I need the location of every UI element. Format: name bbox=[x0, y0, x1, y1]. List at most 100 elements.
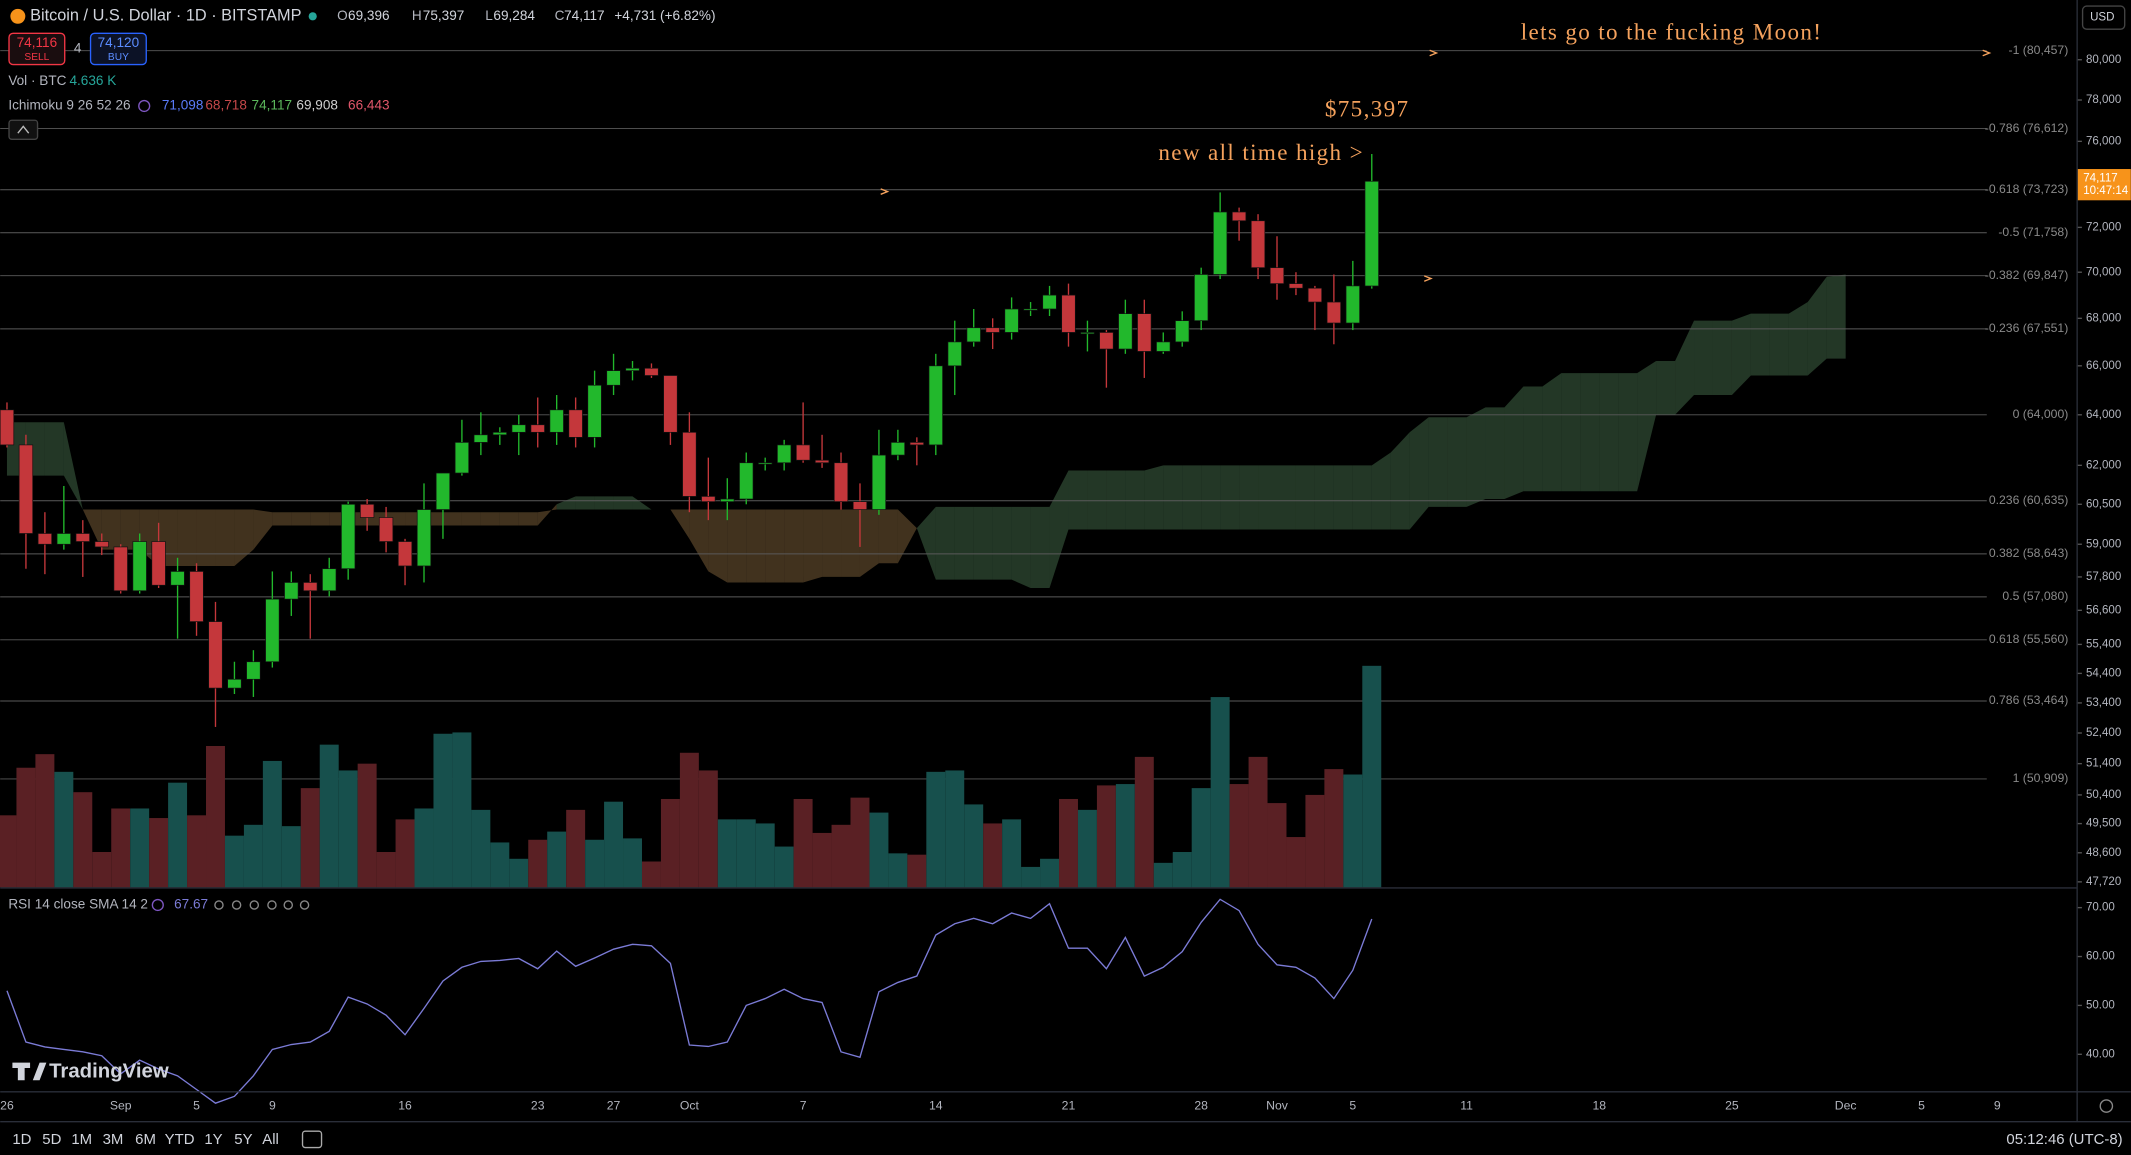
ichimoku-cloud bbox=[1011, 506, 1031, 588]
range-button[interactable]: 1Y bbox=[204, 1131, 222, 1148]
candle-body bbox=[359, 503, 375, 518]
volume-bar bbox=[414, 808, 434, 888]
candle-body bbox=[644, 367, 659, 376]
volume-bar bbox=[1343, 774, 1363, 888]
indicator-icon[interactable] bbox=[151, 898, 164, 912]
candle-body bbox=[1080, 332, 1095, 335]
volume-bar bbox=[945, 770, 965, 888]
volume-bar bbox=[1324, 769, 1344, 888]
range-button[interactable]: 3M bbox=[103, 1131, 124, 1148]
volume-bar bbox=[547, 831, 567, 888]
volume-bar bbox=[1002, 819, 1022, 888]
candle-body bbox=[151, 541, 166, 586]
candle-body bbox=[94, 541, 109, 548]
annotation: new all time high > bbox=[1158, 139, 1364, 165]
volume-bar bbox=[660, 798, 680, 888]
candle-body bbox=[549, 409, 564, 433]
ichimoku-cloud bbox=[1447, 417, 1467, 507]
candle-body bbox=[435, 472, 451, 510]
status-dot bbox=[308, 12, 317, 21]
volume-bar bbox=[1115, 784, 1135, 888]
range-button[interactable]: 6M bbox=[135, 1131, 156, 1148]
volume-bar bbox=[395, 819, 415, 888]
x-tick-label: 21 bbox=[1062, 1098, 1076, 1112]
volume-bar bbox=[1077, 809, 1097, 888]
volume-bar bbox=[907, 854, 927, 888]
ichimoku-cloud bbox=[1163, 465, 1183, 530]
candle-body bbox=[1345, 285, 1360, 324]
fib-label: 0.382 (58,643) bbox=[1989, 546, 2068, 560]
symbol[interactable]: Bitcoin / U.S. Dollar · 1D · BITSTAMP bbox=[30, 7, 301, 25]
x-tick-label: Oct bbox=[680, 1098, 700, 1112]
volume-bar bbox=[1021, 866, 1041, 888]
ichimoku-cloud bbox=[272, 512, 292, 526]
price-tag-label: 74,117 bbox=[2083, 173, 2117, 185]
ichimoku-cloud bbox=[1485, 407, 1505, 500]
rsi-tick-label: 40.00 bbox=[2086, 1048, 2115, 1060]
candle-body bbox=[663, 375, 678, 433]
range-button[interactable]: 1M bbox=[71, 1131, 92, 1148]
buy-button[interactable] bbox=[89, 32, 147, 66]
candle-body bbox=[208, 621, 223, 689]
candle-body bbox=[530, 424, 545, 433]
y-tick-label: 49,500 bbox=[2086, 818, 2121, 830]
ichimoku-cloud bbox=[1220, 465, 1240, 530]
fib-label: 0.236 (60,635) bbox=[1989, 493, 2068, 507]
ichimoku-cloud bbox=[1637, 361, 1657, 492]
fib-label: -0.618 (73,723) bbox=[1985, 182, 2069, 196]
volume-bar bbox=[16, 767, 36, 888]
currency-button[interactable] bbox=[2081, 5, 2126, 30]
y-tick-label: 52,400 bbox=[2086, 727, 2121, 739]
volume-bar bbox=[1248, 756, 1268, 888]
volume-bar bbox=[831, 824, 851, 888]
y-tick-label: 48,600 bbox=[2086, 847, 2121, 859]
collapse-button[interactable] bbox=[8, 119, 39, 140]
volume-bar bbox=[509, 858, 529, 888]
y-tick-label: 54,400 bbox=[2086, 667, 2121, 679]
volume-bar bbox=[92, 852, 112, 888]
fib-label: 0.618 (55,560) bbox=[1989, 632, 2068, 646]
candle-body bbox=[947, 341, 962, 367]
x-tick-label: 9 bbox=[269, 1098, 276, 1112]
x-tick-label: Dec bbox=[1835, 1098, 1857, 1112]
candle-body bbox=[246, 661, 261, 680]
ichimoku-cloud bbox=[1618, 373, 1638, 492]
y-tick-label: 57,800 bbox=[2086, 571, 2121, 583]
volume-bar bbox=[452, 732, 472, 888]
rsi-tick-label: 60.00 bbox=[2086, 951, 2115, 963]
x-tick-label: Sep bbox=[110, 1098, 132, 1112]
candle-body bbox=[1326, 301, 1342, 324]
ichimoku-cloud bbox=[1106, 470, 1126, 530]
ichimoku-cloud bbox=[973, 506, 993, 580]
range-button[interactable]: 1D bbox=[12, 1131, 31, 1148]
candle-body bbox=[189, 571, 204, 622]
x-tick-label: 27 bbox=[607, 1098, 621, 1112]
range-button[interactable]: 5Y bbox=[234, 1131, 252, 1148]
indicator-icon[interactable] bbox=[138, 99, 151, 113]
price-tag-countdown: 10:47:14 bbox=[2083, 185, 2129, 197]
ichimoku-cloud bbox=[196, 509, 216, 566]
ichimoku-cloud bbox=[1675, 320, 1695, 415]
price-tag bbox=[2077, 169, 2131, 201]
candle-body bbox=[18, 444, 34, 534]
range-button[interactable]: All bbox=[262, 1131, 279, 1148]
calendar-icon[interactable] bbox=[301, 1130, 323, 1149]
ichimoku-label: Ichimoku 9 26 52 26 bbox=[8, 98, 130, 113]
range-button[interactable]: 5D bbox=[42, 1131, 61, 1148]
y-tick-label: 53,400 bbox=[2086, 697, 2121, 709]
volume-bar bbox=[1305, 794, 1325, 888]
ohlc-value: 74,117 bbox=[564, 8, 605, 23]
volume-bar bbox=[1172, 852, 1192, 888]
y-tick-label: 47,720 bbox=[2086, 876, 2121, 888]
volume-bar bbox=[812, 832, 832, 888]
ichimoku-cloud bbox=[1409, 417, 1429, 530]
range-button[interactable]: YTD bbox=[165, 1131, 195, 1148]
ichimoku-cloud bbox=[1712, 320, 1732, 396]
x-tick-label: 14 bbox=[929, 1098, 943, 1112]
volume-bar bbox=[1134, 756, 1154, 888]
settings-icon[interactable] bbox=[2099, 1099, 2114, 1113]
y-tick-label: 70,000 bbox=[2086, 266, 2121, 278]
candle-body bbox=[341, 503, 356, 570]
sell-button[interactable] bbox=[8, 32, 66, 66]
volume-value: 4.636 K bbox=[69, 73, 116, 88]
